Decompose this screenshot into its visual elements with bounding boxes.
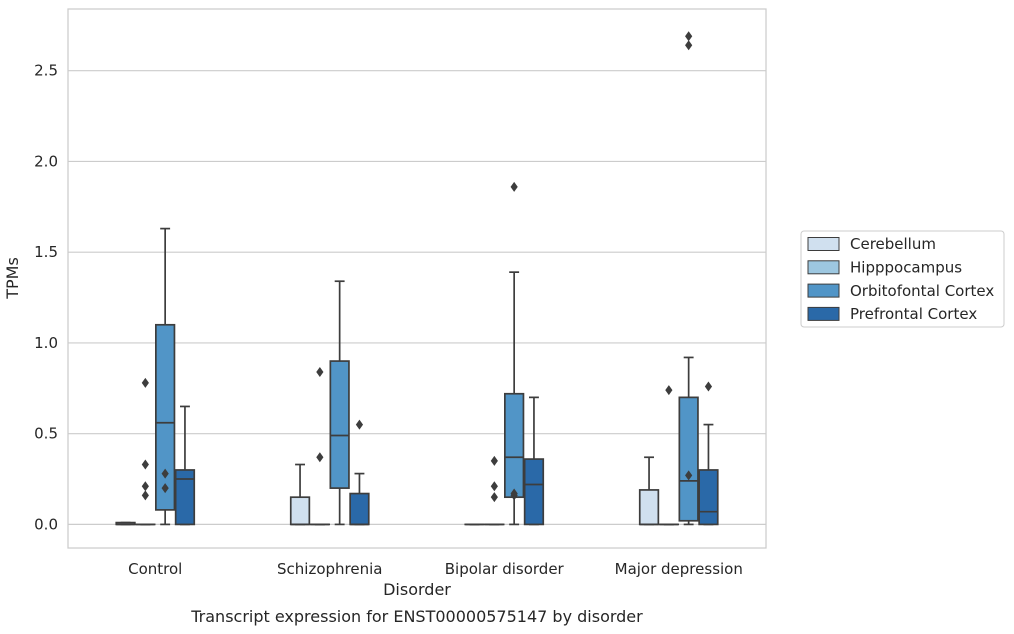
box-orbitofontal-cortex-3 (678, 31, 699, 526)
outlier-point (490, 481, 498, 492)
y-tick-label: 2.0 (34, 152, 58, 170)
outlier-point (490, 492, 498, 503)
legend-swatch (807, 260, 840, 275)
y-tick-label: 1.0 (34, 334, 58, 352)
legend-swatch (807, 237, 840, 251)
plot-frame (67, 8, 767, 549)
x-tick-label: Major depression (615, 560, 743, 578)
box-orbitofontal-cortex-1 (329, 280, 350, 526)
outlier-point (685, 31, 693, 42)
box-prefrontal-cortex-2 (523, 396, 545, 526)
legend-label: Orbitofontal Cortex (850, 282, 994, 300)
x-axis-label: Disorder (383, 580, 451, 599)
box-cerebellum-1 (289, 463, 311, 526)
outlier-point (141, 490, 149, 501)
outlier-point (510, 488, 518, 499)
outlier-point (704, 381, 713, 392)
iqr-box (349, 492, 370, 526)
box-hipppocampus-3 (658, 385, 679, 526)
outlier-point (141, 481, 149, 492)
box-hipppocampus-2 (484, 455, 505, 526)
outlier-point (355, 419, 364, 430)
outlier-point (141, 459, 149, 470)
outlier-point (685, 470, 693, 481)
iqr-box (155, 323, 176, 511)
outlier-point (490, 455, 498, 466)
outlier-point (161, 483, 169, 494)
outlier-point (316, 452, 324, 463)
y-tick-label: 0.0 (34, 515, 58, 533)
box-prefrontal-cortex-0 (174, 405, 196, 526)
boxes (115, 31, 719, 526)
outlier-point (141, 377, 149, 388)
x-tick-label: Control (128, 560, 182, 578)
iqr-box (329, 360, 350, 489)
box-cerebellum-0 (115, 521, 136, 526)
box-prefrontal-cortex-3 (698, 381, 719, 526)
iqr-box (289, 496, 311, 526)
iqr-box (174, 469, 196, 526)
outlier-point (510, 181, 518, 192)
box-hipppocampus-1 (309, 366, 330, 526)
outlier-point (685, 40, 693, 51)
x-tick-label: Bipolar disorder (445, 560, 565, 578)
y-tick-label: 2.5 (34, 62, 58, 80)
legend-frame (800, 230, 1005, 328)
outlier-point (316, 366, 324, 377)
box-orbitofontal-cortex-0 (155, 227, 176, 526)
iqr-box (523, 458, 545, 526)
x-tick-label: Schizophrenia (277, 560, 382, 578)
chart-caption: Transcript expression for ENST0000057514… (190, 607, 643, 626)
x-tick-labels: Control Schizophrenia Bipolar disorder Majo… (128, 560, 743, 578)
y-tick-label: 0.5 (34, 425, 58, 443)
box-cerebellum-3 (638, 456, 660, 526)
box-hipppocampus-0 (135, 377, 156, 526)
legend-swatch (807, 283, 840, 298)
legend-label: Cerebellum (850, 235, 936, 253)
iqr-box (678, 396, 699, 522)
y-axis-label: TPMs (3, 257, 22, 300)
legend-swatch (807, 306, 840, 321)
box-orbitofontal-cortex-2 (504, 181, 525, 526)
legend: Cerebellum Hipppocampus Orbitofontal Corte… (800, 230, 1005, 328)
outlier-point (665, 385, 673, 396)
iqr-box (504, 392, 525, 499)
y-tick-labels: 0.0 0.5 1.0 1.5 2.0 2.5 (34, 62, 58, 534)
iqr-box (698, 469, 719, 526)
legend-label: Prefrontal Cortex (850, 305, 977, 323)
legend-label: Hipppocampus (850, 259, 962, 277)
box-prefrontal-cortex-1 (349, 419, 370, 526)
outlier-point (161, 468, 169, 479)
iqr-box (638, 489, 660, 526)
y-tick-label: 1.5 (34, 243, 58, 261)
